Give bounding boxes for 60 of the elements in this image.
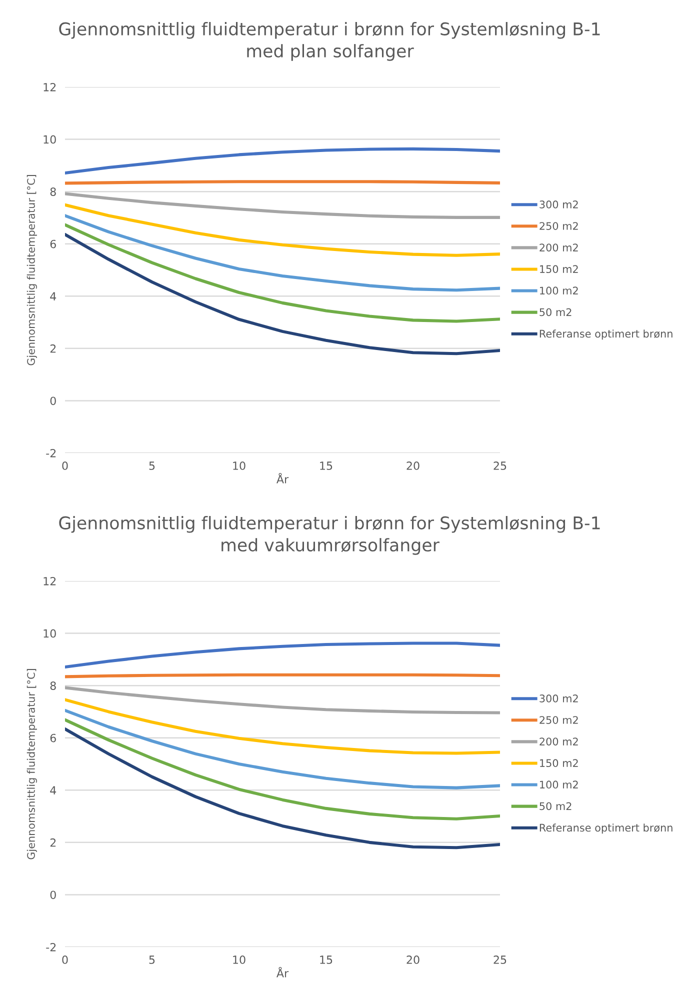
legend-label: 250 m2 <box>540 716 578 724</box>
line-series <box>65 223 500 323</box>
y-tick-label: 2 <box>50 344 56 353</box>
y-tick-label: 6 <box>50 240 56 248</box>
y-tick-label: 2 <box>50 838 56 847</box>
line-series <box>65 708 500 790</box>
line-series <box>65 232 500 356</box>
y-axis-title: Gjennomsnittlig fluidtemperatur [°C] <box>26 669 37 860</box>
line-series <box>65 192 500 219</box>
y-tick-label: -2 <box>46 942 56 952</box>
y-tick-label: 10 <box>44 135 56 144</box>
line-series <box>65 642 500 669</box>
legend-label: 150 m2 <box>540 265 578 274</box>
x-tick-label: 20 <box>406 462 420 470</box>
line-series <box>65 686 500 714</box>
x-tick-label: 10 <box>233 956 246 964</box>
x-tick-label: 5 <box>149 462 155 470</box>
y-tick-label: 8 <box>50 682 56 690</box>
legend-label: 300 m2 <box>540 694 578 702</box>
line-series <box>65 147 500 175</box>
y-tick-label: 12 <box>44 82 56 92</box>
x-axis-title: År <box>276 472 289 484</box>
x-tick-label: 5 <box>149 956 155 964</box>
legend-label: 100 m2 <box>540 286 578 295</box>
legend-label: 200 m2 <box>540 738 578 746</box>
legend-label: 100 m2 <box>540 780 578 789</box>
y-tick-label: 8 <box>50 188 56 196</box>
x-tick-label: 0 <box>62 462 68 470</box>
line-series <box>65 214 500 292</box>
line-series <box>65 718 500 820</box>
y-tick-label: -2 <box>46 448 56 458</box>
chart-title: Gjennomsnittlig fluidtemperatur i brønn for Systemløsning B-1 med plan solfanger <box>59 22 600 61</box>
x-tick-label: 25 <box>494 956 506 964</box>
legend-label: 300 m2 <box>540 200 578 208</box>
y-tick-label: 10 <box>44 629 56 638</box>
line-series <box>65 203 500 257</box>
legend-label: 50 m2 <box>540 802 572 810</box>
legend-label: Referanse optimert brønn <box>540 824 672 834</box>
x-tick-label: 25 <box>494 462 506 470</box>
line-series <box>65 727 500 850</box>
x-tick-label: 15 <box>320 956 332 964</box>
x-tick-label: 15 <box>320 462 332 470</box>
x-tick-label: 0 <box>62 956 68 964</box>
legend-label: 200 m2 <box>540 244 578 252</box>
y-tick-label: 0 <box>50 890 56 900</box>
y-tick-label: 4 <box>50 786 56 794</box>
legend-label: 50 m2 <box>540 308 572 316</box>
y-tick-label: 4 <box>50 292 56 300</box>
x-axis-title: År <box>276 966 289 978</box>
legend-label: 150 m2 <box>540 759 578 768</box>
legend-label: Referanse optimert brønn <box>540 330 672 340</box>
y-tick-label: 0 <box>50 396 56 406</box>
line-series <box>65 698 500 755</box>
x-tick-label: 10 <box>233 462 246 470</box>
y-tick-label: 6 <box>50 734 56 742</box>
x-tick-label: 20 <box>406 956 420 964</box>
y-axis-title: Gjennomsnittlig fluidtemperatur [°C] <box>26 175 37 366</box>
y-tick-label: 12 <box>44 576 56 586</box>
chart-title: Gjennomsnittlig fluidtemperatur i brønn for Systemløsning B-1 med vakuumrørsolfanger <box>59 516 600 555</box>
legend-label: 250 m2 <box>540 222 578 230</box>
